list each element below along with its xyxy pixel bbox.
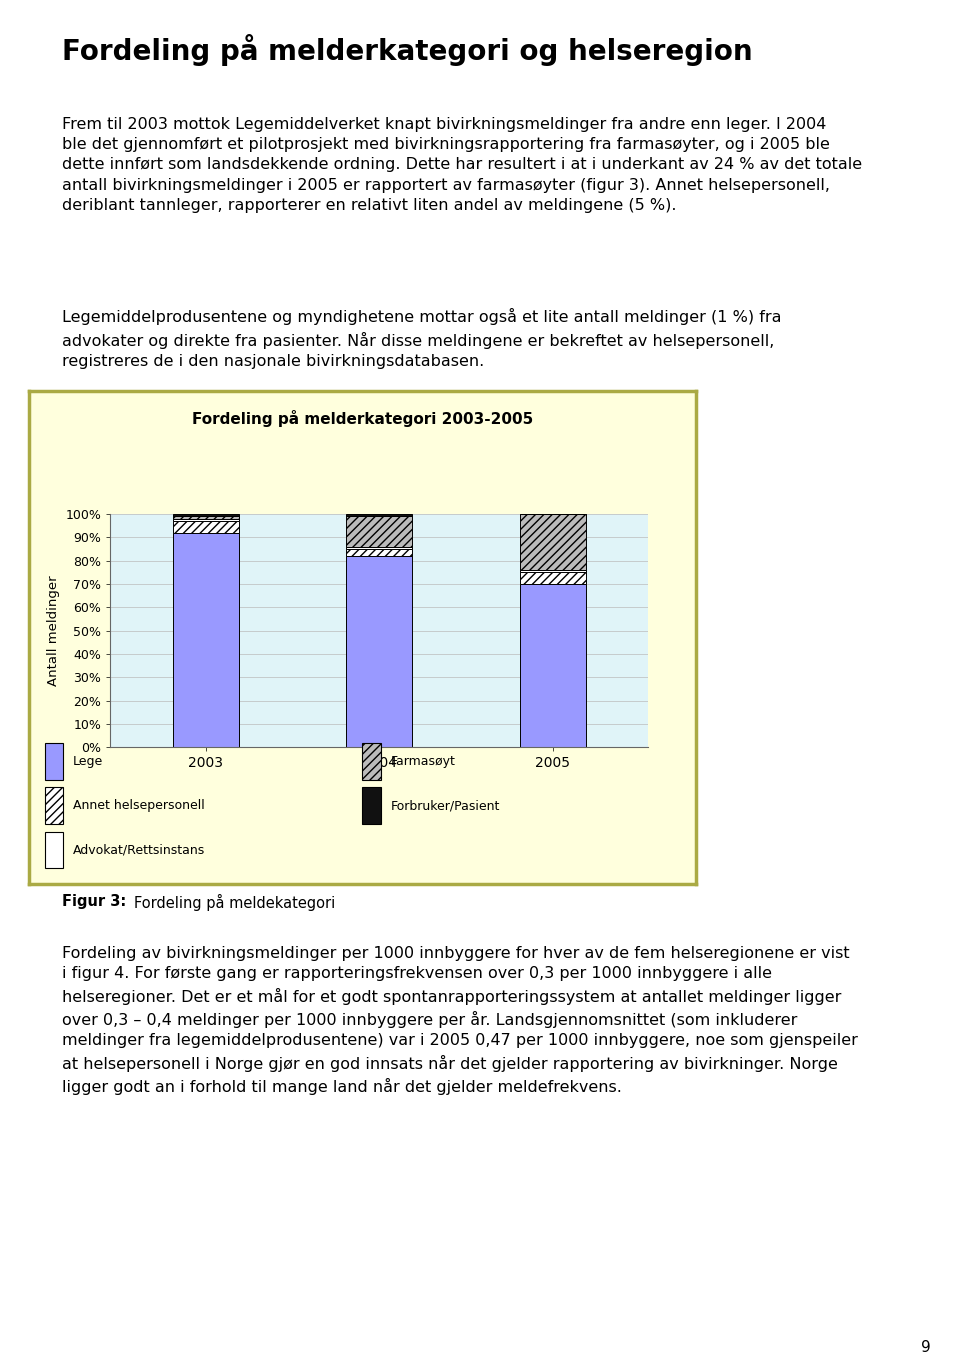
Text: Figur 3:: Figur 3: xyxy=(62,894,132,909)
Bar xyxy=(173,518,239,521)
Bar xyxy=(519,584,586,747)
Y-axis label: Antall meldinger: Antall meldinger xyxy=(47,576,60,686)
Text: 9: 9 xyxy=(922,1339,931,1355)
Bar xyxy=(347,514,412,517)
Bar xyxy=(173,533,239,747)
Bar xyxy=(173,517,239,518)
Bar xyxy=(519,570,586,573)
Text: Forbruker/Pasient: Forbruker/Pasient xyxy=(391,799,499,812)
Text: Fordeling på meldekategori: Fordeling på meldekategori xyxy=(134,894,336,910)
Text: Annet helsepersonell: Annet helsepersonell xyxy=(73,799,204,812)
Text: Farmasøyt: Farmasøyt xyxy=(391,755,455,768)
Bar xyxy=(347,557,412,747)
Text: Frem til 2003 mottok Legemiddelverket knapt bivirkningsmeldinger fra andre enn l: Frem til 2003 mottok Legemiddelverket kn… xyxy=(62,117,862,213)
Bar xyxy=(45,787,63,824)
Bar xyxy=(45,832,63,868)
Text: Advokat/Rettsinstans: Advokat/Rettsinstans xyxy=(73,843,205,857)
Text: Fordeling av bivirkningsmeldinger per 1000 innbyggere for hver av de fem helsere: Fordeling av bivirkningsmeldinger per 10… xyxy=(62,946,858,1095)
Bar xyxy=(173,521,239,533)
Bar xyxy=(362,743,380,780)
Bar xyxy=(347,547,412,548)
Bar xyxy=(347,517,412,547)
Text: Lege: Lege xyxy=(73,755,103,768)
Text: Legemiddelprodusentene og myndighetene mottar også et lite antall meldinger (1 %: Legemiddelprodusentene og myndighetene m… xyxy=(62,308,781,369)
Bar xyxy=(45,743,63,780)
Bar xyxy=(519,573,586,584)
Text: Fordeling på melderkategori 2003-2005: Fordeling på melderkategori 2003-2005 xyxy=(192,410,533,428)
Bar xyxy=(362,787,380,824)
Bar xyxy=(173,514,239,517)
Text: Fordeling på melderkategori og helseregion: Fordeling på melderkategori og helseregi… xyxy=(62,34,753,66)
Bar xyxy=(347,548,412,557)
Bar xyxy=(519,514,586,570)
